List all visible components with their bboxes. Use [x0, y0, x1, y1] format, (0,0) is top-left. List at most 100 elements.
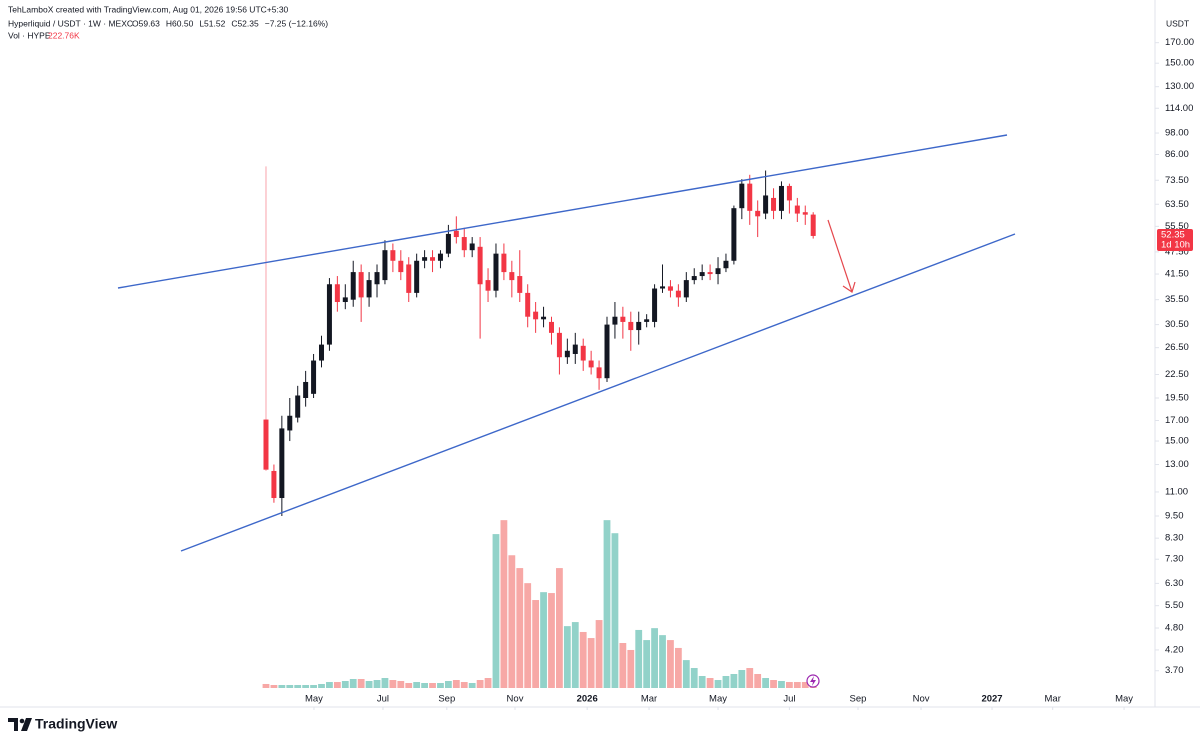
candle-body: [342, 297, 348, 303]
candle-body: [723, 260, 729, 269]
candle-body: [493, 253, 499, 291]
volume-bar: [357, 679, 365, 688]
volume-bar: [262, 683, 270, 688]
candle-body: [699, 272, 705, 277]
candle-body: [390, 250, 396, 261]
volume-bar: [460, 682, 468, 688]
volume-bar: [746, 668, 754, 688]
candle-body: [755, 210, 761, 217]
candle-body: [588, 360, 594, 368]
candle-body: [509, 272, 515, 281]
candle-body: [263, 419, 269, 470]
volume-bar: [270, 685, 278, 688]
candle-body: [786, 185, 792, 201]
volume-value: 222.76K: [48, 30, 80, 40]
candle-body: [437, 253, 443, 261]
candle-body: [279, 428, 285, 499]
x-tick-label: May: [305, 694, 323, 705]
volume-bar: [682, 660, 690, 688]
candle-body: [548, 321, 554, 333]
candle-body: [580, 345, 586, 361]
replay-icon[interactable]: [806, 674, 820, 688]
candle-body: [533, 311, 539, 320]
volume-bar: [674, 647, 682, 688]
candle-body: [810, 214, 816, 236]
x-tick-label: Sep: [850, 694, 867, 705]
y-tick-label: 26.50: [1165, 342, 1189, 353]
volume-bar: [627, 649, 635, 688]
volume-bar: [397, 681, 405, 688]
volume-bar: [405, 683, 413, 688]
candle-body: [422, 257, 428, 261]
candle-body: [311, 360, 317, 394]
x-tick-label: Nov: [913, 694, 930, 705]
y-tick-label: 22.50: [1165, 369, 1189, 380]
y-tick-label: 86.00: [1165, 149, 1189, 160]
candle-body: [667, 286, 673, 291]
volume-bar: [635, 629, 643, 688]
volume-bar: [730, 674, 738, 688]
volume-bar: [690, 668, 698, 688]
y-tick-label: 13.00: [1165, 459, 1189, 470]
volume-bar: [793, 682, 801, 688]
volume-bar: [651, 628, 658, 688]
y-tick-label: 11.00: [1165, 486, 1188, 497]
volume-bar: [603, 520, 611, 688]
y-tick-label: 19.50: [1165, 393, 1189, 404]
candle-body: [675, 290, 681, 298]
candle-body: [707, 272, 713, 275]
candle-body: [778, 185, 784, 211]
y-tick-label: 47.50: [1165, 246, 1189, 257]
candle-body: [541, 316, 547, 320]
candle-body: [477, 246, 483, 285]
candle-body: [358, 272, 364, 298]
volume-bar: [563, 626, 571, 688]
candle-body: [628, 321, 634, 331]
candle-body: [382, 250, 388, 281]
candle-body: [731, 208, 737, 261]
volume-bar: [524, 583, 532, 688]
candle-body: [572, 344, 578, 354]
x-tick-label: Jul: [783, 694, 795, 705]
x-tick-label: Mar: [1045, 694, 1061, 705]
volume-bar: [706, 678, 714, 688]
candle-body: [334, 284, 340, 303]
brand-logo: [8, 718, 32, 731]
currency: USDT: [1166, 18, 1189, 28]
volume-bar: [587, 638, 595, 688]
candle-body: [612, 316, 618, 325]
volume-bar: [294, 685, 302, 688]
volume-bar: [444, 681, 452, 688]
volume-bar: [413, 682, 421, 688]
candle-body: [374, 272, 380, 285]
y-tick-label: 55.50: [1165, 221, 1189, 232]
brand-name: TradingView: [35, 716, 117, 732]
y-tick-label: 30.50: [1165, 319, 1189, 330]
candle-body: [715, 268, 721, 275]
candle-body: [517, 276, 523, 293]
volume-bar: [429, 683, 436, 688]
candle-body: [319, 344, 325, 361]
y-tick-label: 63.50: [1165, 199, 1189, 210]
volume-bar: [778, 681, 785, 688]
volume-bar: [667, 640, 674, 688]
candle-body: [295, 395, 301, 418]
candle-body: [406, 264, 412, 293]
y-tick-label: 35.50: [1165, 294, 1189, 305]
volume-bar: [365, 681, 373, 688]
y-tick-label: 4.20: [1165, 644, 1184, 655]
volume-bar: [754, 674, 762, 688]
candle-body: [652, 288, 658, 322]
candle-body: [636, 321, 642, 331]
y-tick-label: 3.70: [1165, 665, 1184, 676]
y-tick-label: 170.00: [1165, 37, 1194, 48]
candle-body: [739, 183, 745, 209]
y-tick-label: 7.30: [1165, 554, 1184, 565]
candle-body: [604, 324, 610, 379]
volume-bar: [476, 680, 484, 688]
x-tick-label: Sep: [438, 694, 455, 705]
candle-body: [398, 260, 404, 273]
volume-bar: [373, 680, 381, 688]
volume-bar: [302, 685, 310, 688]
candle-body: [802, 212, 808, 215]
